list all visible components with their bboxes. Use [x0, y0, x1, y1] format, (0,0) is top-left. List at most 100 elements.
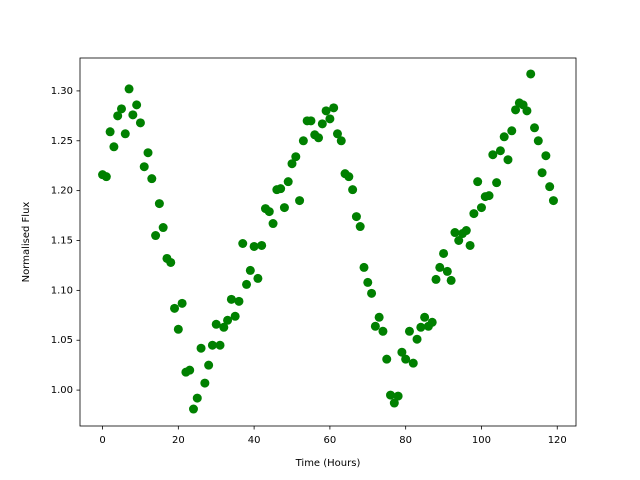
- point: [386, 390, 396, 400]
- point: [503, 155, 513, 165]
- x-tick-label: 40: [248, 435, 261, 446]
- point: [344, 172, 354, 182]
- point: [139, 162, 149, 172]
- point: [170, 303, 180, 313]
- point: [435, 262, 445, 272]
- point: [105, 127, 115, 137]
- point: [124, 84, 134, 94]
- point: [465, 240, 475, 250]
- point: [416, 322, 426, 332]
- point: [439, 248, 449, 258]
- point: [484, 191, 494, 201]
- point: [242, 279, 252, 289]
- y-tick-label: 1.10: [51, 285, 73, 296]
- point: [446, 275, 456, 285]
- point: [128, 110, 138, 120]
- point: [283, 177, 293, 187]
- point: [461, 226, 471, 236]
- point: [135, 118, 145, 128]
- point: [249, 241, 259, 251]
- y-tick-label: 1.30: [51, 86, 73, 97]
- point: [499, 132, 509, 142]
- x-tick-label: 80: [399, 435, 412, 446]
- x-tick-label: 60: [324, 435, 337, 446]
- point: [166, 257, 176, 267]
- point: [442, 266, 452, 276]
- point: [147, 174, 157, 184]
- x-tick-label: 20: [172, 435, 185, 446]
- point: [192, 393, 202, 403]
- point: [325, 114, 335, 124]
- point: [537, 168, 547, 178]
- point: [511, 105, 521, 115]
- point: [363, 277, 373, 287]
- point: [314, 133, 324, 143]
- point: [298, 136, 308, 146]
- point: [215, 340, 225, 350]
- point: [207, 340, 217, 350]
- point: [177, 298, 187, 308]
- point: [370, 321, 380, 331]
- point: [268, 219, 278, 229]
- point: [367, 288, 377, 298]
- point: [507, 126, 517, 136]
- point: [234, 296, 244, 306]
- point: [450, 228, 460, 238]
- point: [541, 151, 551, 161]
- point: [332, 129, 342, 139]
- y-tick-label: 1.15: [51, 236, 73, 247]
- point: [173, 324, 183, 334]
- point: [158, 223, 168, 233]
- point: [393, 391, 403, 401]
- y-tick-label: 1.00: [51, 385, 73, 396]
- point: [545, 182, 555, 192]
- point: [279, 203, 289, 213]
- marks: [98, 69, 558, 414]
- x-tick-label: 120: [548, 435, 567, 446]
- point: [374, 312, 384, 322]
- point: [412, 334, 422, 344]
- point: [401, 354, 411, 364]
- point: [188, 404, 198, 414]
- point: [495, 146, 505, 156]
- point: [408, 358, 418, 368]
- point: [397, 347, 407, 357]
- point: [109, 142, 119, 152]
- point: [351, 212, 361, 222]
- point: [219, 322, 229, 332]
- point: [291, 152, 301, 162]
- point: [245, 265, 255, 275]
- point: [492, 178, 502, 188]
- point: [476, 203, 486, 213]
- point: [348, 185, 358, 195]
- point: [317, 119, 327, 129]
- point: [382, 354, 392, 364]
- point: [226, 294, 236, 304]
- point: [336, 136, 346, 146]
- y-tick-label: 1.05: [51, 335, 73, 346]
- point: [113, 111, 123, 121]
- point: [295, 196, 305, 206]
- point: [253, 273, 263, 283]
- x-axis-label: Time (Hours): [295, 458, 361, 469]
- point: [238, 238, 248, 248]
- point: [257, 240, 267, 250]
- axes-frame: [79, 57, 577, 427]
- point: [200, 378, 210, 388]
- x-tick-label: 0: [99, 435, 105, 446]
- point: [404, 326, 414, 336]
- point: [116, 104, 126, 114]
- point: [151, 231, 161, 241]
- point: [355, 222, 365, 232]
- point: [185, 365, 195, 375]
- point: [321, 106, 331, 116]
- x-tick-label: 100: [472, 435, 491, 446]
- point: [431, 274, 441, 284]
- point: [454, 236, 464, 246]
- point: [533, 136, 543, 146]
- point: [101, 172, 111, 182]
- point: [287, 159, 297, 169]
- point: [204, 360, 214, 370]
- point: [306, 116, 316, 126]
